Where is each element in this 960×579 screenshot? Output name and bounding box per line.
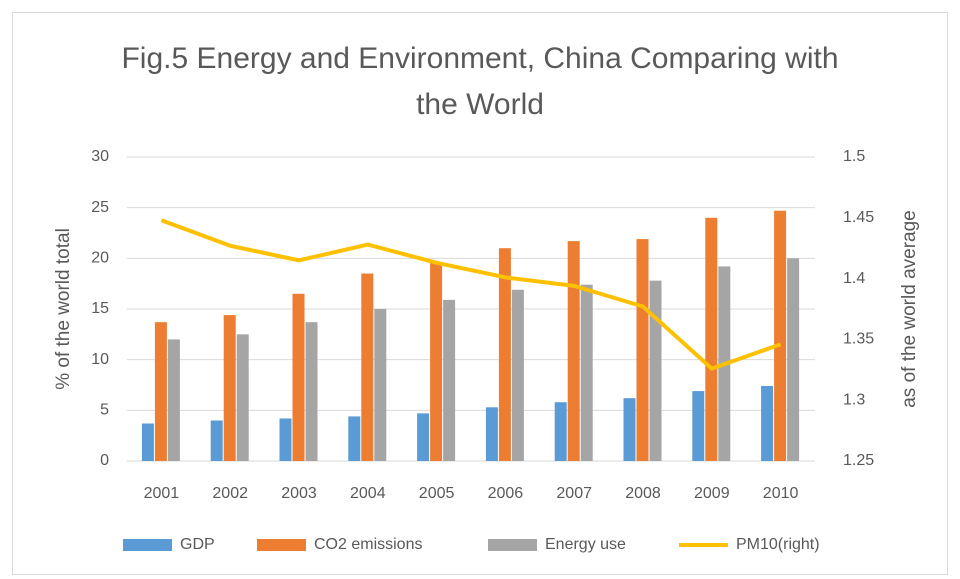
bar: [417, 413, 430, 461]
bar: [580, 284, 593, 461]
bar: [305, 322, 318, 461]
bar: [348, 416, 361, 461]
y2-tick-label: 1.3: [843, 391, 865, 408]
bar: [210, 420, 223, 461]
bar: [649, 280, 662, 461]
line: [160, 218, 782, 371]
x-tick-label: 2008: [625, 485, 661, 502]
y2-axis-label: as of the world average: [899, 210, 920, 408]
y2-tick-label: 1.5: [843, 148, 865, 165]
x-tick-label: 2003: [281, 485, 317, 502]
legend-swatch: [257, 539, 306, 551]
bar: [361, 273, 374, 461]
y-tick-label: 5: [100, 402, 109, 419]
legend-label: PM10(right): [736, 536, 820, 553]
x-tick-label: 2005: [419, 485, 455, 502]
bar: [485, 407, 498, 461]
bar: [236, 334, 249, 461]
legend-label: GDP: [180, 536, 215, 553]
chart-title: Fig.5 Energy and Environment, China Comp…: [121, 42, 839, 121]
bar: [154, 322, 167, 461]
bar: [636, 239, 649, 461]
x-tick-label: 2002: [212, 485, 248, 502]
bar: [761, 386, 774, 461]
chart-border: [12, 12, 948, 575]
bar: [511, 289, 524, 461]
y2-tick-label: 1.25: [843, 452, 874, 469]
legend-swatch: [488, 539, 537, 551]
y2-tick-label: 1.4: [843, 270, 865, 287]
x-tick-label: 2007: [556, 485, 592, 502]
y-tick-label: 15: [91, 300, 109, 317]
bar: [705, 217, 718, 461]
bar: [279, 418, 292, 461]
y-tick-label: 0: [100, 452, 109, 469]
x-tick-label: 2006: [488, 485, 524, 502]
legend-label: Energy use: [545, 536, 626, 553]
y-tick-label: 20: [91, 250, 109, 267]
bar: [623, 398, 636, 461]
bar: [787, 258, 800, 461]
x-tick-label: 2001: [144, 485, 180, 502]
bar: [167, 339, 180, 461]
bar: [774, 210, 787, 461]
x-tick-label: 2010: [763, 485, 799, 502]
bar: [443, 299, 456, 461]
y-tick-label: 25: [91, 199, 109, 216]
bar: [498, 248, 511, 461]
x-tick-label: 2004: [350, 485, 386, 502]
bar: [223, 315, 236, 461]
bar: [567, 241, 580, 461]
legend-label: CO2 emissions: [314, 536, 422, 553]
y-tick-label: 10: [91, 351, 109, 368]
y-tick-label: 30: [91, 148, 109, 165]
bar: [141, 423, 154, 461]
y2-tick-label: 1.45: [843, 209, 874, 226]
y-axis-label: % of the world total: [53, 228, 74, 390]
bar: [554, 402, 567, 461]
bar: [292, 293, 305, 461]
bar: [692, 391, 705, 461]
bar: [430, 262, 443, 461]
x-tick-label: 2009: [694, 485, 730, 502]
bar: [374, 309, 387, 461]
y2-tick-label: 1.35: [843, 331, 874, 348]
legend-swatch: [123, 539, 172, 551]
